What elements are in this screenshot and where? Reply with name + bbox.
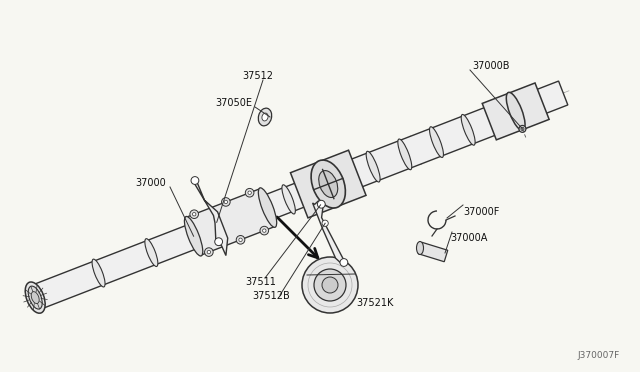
Circle shape	[317, 200, 325, 208]
Ellipse shape	[417, 241, 424, 254]
Polygon shape	[312, 201, 346, 265]
Text: 37050E: 37050E	[215, 98, 252, 108]
Ellipse shape	[245, 189, 254, 197]
Ellipse shape	[319, 171, 338, 198]
Ellipse shape	[28, 286, 42, 309]
Polygon shape	[31, 81, 568, 310]
Ellipse shape	[461, 115, 475, 145]
Polygon shape	[192, 179, 228, 256]
Text: 37000A: 37000A	[450, 233, 488, 243]
Ellipse shape	[506, 92, 525, 131]
Text: 37521K: 37521K	[356, 298, 394, 308]
Ellipse shape	[25, 282, 45, 313]
Ellipse shape	[311, 160, 346, 208]
Ellipse shape	[409, 137, 422, 164]
Circle shape	[340, 259, 348, 266]
Ellipse shape	[429, 127, 444, 157]
Polygon shape	[291, 150, 366, 218]
Circle shape	[322, 277, 338, 293]
Polygon shape	[347, 104, 505, 189]
Circle shape	[191, 177, 199, 185]
Ellipse shape	[461, 116, 475, 144]
Ellipse shape	[366, 151, 380, 182]
Ellipse shape	[262, 113, 268, 121]
Ellipse shape	[205, 248, 213, 256]
Ellipse shape	[248, 191, 252, 195]
Ellipse shape	[190, 210, 198, 218]
Ellipse shape	[224, 200, 228, 203]
Ellipse shape	[236, 235, 245, 244]
Text: 37000: 37000	[135, 178, 166, 188]
Ellipse shape	[184, 217, 203, 256]
Circle shape	[519, 125, 526, 132]
Circle shape	[521, 127, 524, 131]
Text: 37512: 37512	[242, 71, 273, 81]
Ellipse shape	[398, 139, 412, 170]
Circle shape	[302, 257, 358, 313]
Circle shape	[314, 269, 346, 301]
Ellipse shape	[221, 198, 230, 206]
Polygon shape	[418, 242, 448, 262]
Text: 37512B: 37512B	[252, 291, 290, 301]
Text: J370007F: J370007F	[578, 351, 620, 360]
Ellipse shape	[219, 210, 232, 238]
Ellipse shape	[92, 259, 105, 287]
Ellipse shape	[259, 188, 276, 227]
Text: 37000B: 37000B	[472, 61, 509, 71]
Circle shape	[215, 238, 223, 246]
Ellipse shape	[193, 212, 196, 216]
Ellipse shape	[259, 108, 272, 126]
Ellipse shape	[207, 250, 211, 254]
Ellipse shape	[31, 292, 39, 304]
Ellipse shape	[239, 238, 243, 241]
Polygon shape	[186, 189, 275, 255]
Text: 37511: 37511	[245, 277, 276, 287]
Ellipse shape	[145, 239, 158, 266]
Ellipse shape	[346, 161, 358, 189]
Ellipse shape	[262, 229, 266, 232]
Polygon shape	[482, 83, 549, 140]
Ellipse shape	[282, 185, 295, 214]
Ellipse shape	[260, 226, 269, 235]
Text: 37000F: 37000F	[463, 207, 499, 217]
Circle shape	[322, 220, 328, 227]
